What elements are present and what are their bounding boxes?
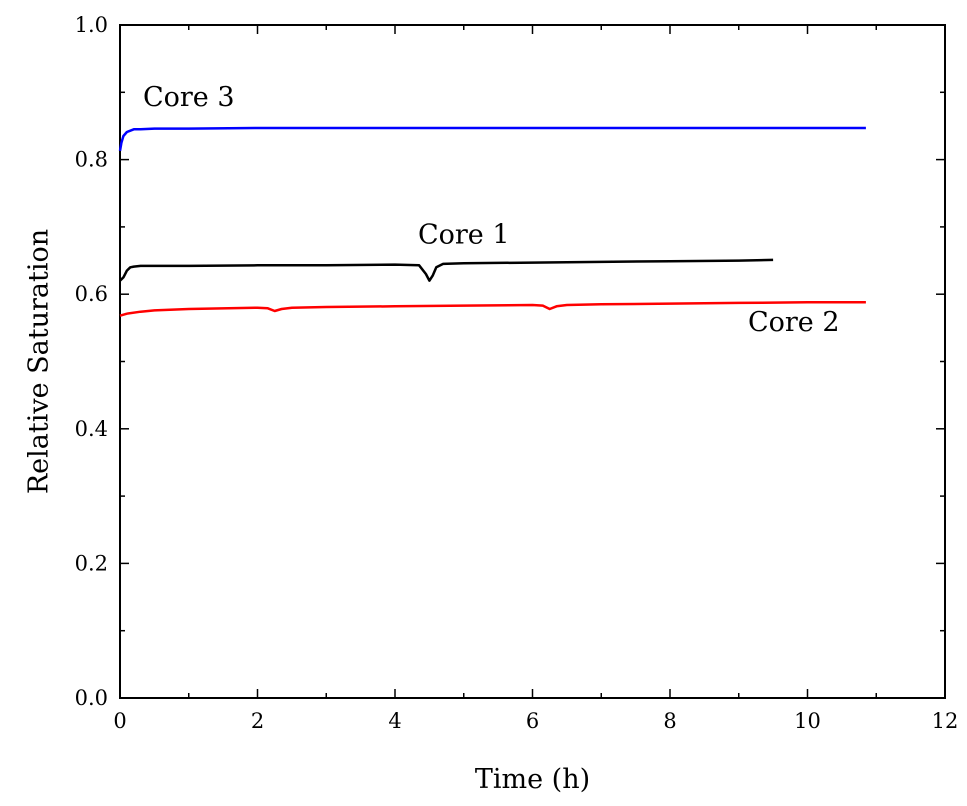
x-axis-title: Time (h) [475,764,590,795]
series-line-core-3 [118,126,866,152]
y-tick-label: 0.6 [75,282,108,306]
series-label-core-1: Core 1 [418,220,510,251]
x-tick-label: 2 [251,709,264,733]
y-tick-label: 0.8 [75,148,108,172]
x-tick-label: 10 [794,709,821,733]
series-label-core-2: Core 2 [748,307,840,338]
series-label-core-3: Core 3 [143,82,235,113]
y-tick-label: 0.0 [75,686,108,710]
y-tick-label: 1.0 [75,13,108,37]
ticks-layer: 0 2 4 6 8 10 12 0.0 0.2 0.4 0.6 0.8 1.0 [75,13,959,733]
x-tick-label: 12 [932,709,959,733]
x-tick-label: 0 [113,709,126,733]
series-line-core-1 [119,258,774,282]
y-axis-title: Relative Saturation [24,229,55,494]
series-layer: Core 3 Core 1 Core 2 [118,82,866,338]
x-tick-label: 4 [388,709,401,733]
series-line-core-2 [119,301,866,317]
y-tick-label: 0.2 [75,551,108,575]
y-tick-label: 0.4 [75,417,108,441]
x-tick-label: 8 [663,709,676,733]
x-tick-label: 6 [526,709,539,733]
